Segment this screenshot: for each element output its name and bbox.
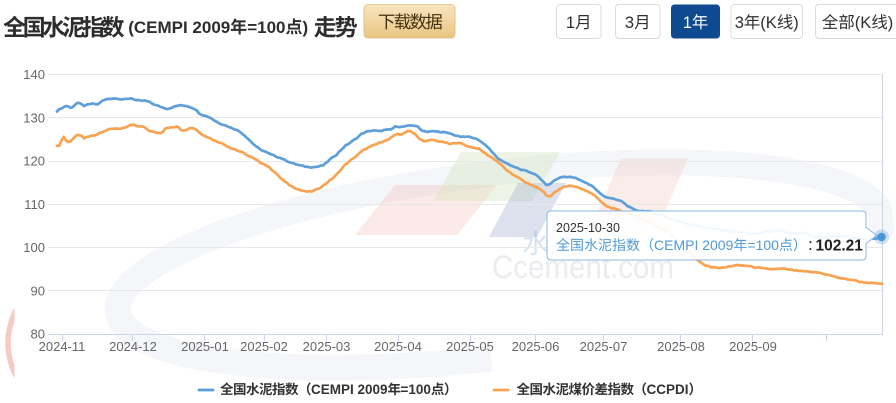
svg-text:2025-01: 2025-01 — [181, 339, 229, 354]
svg-text:90: 90 — [31, 283, 45, 298]
svg-text:2025-07: 2025-07 — [580, 339, 628, 354]
svg-text:2025-06: 2025-06 — [512, 339, 560, 354]
svg-text:2025-05: 2025-05 — [446, 339, 494, 354]
svg-text:80: 80 — [31, 327, 45, 342]
svg-text:CEMPI 2009: CEMPI 2009 — [654, 237, 734, 253]
svg-text:2025-03: 2025-03 — [303, 339, 351, 354]
svg-text:100: 100 — [23, 240, 45, 255]
svg-text:2025-10-30: 2025-10-30 — [556, 221, 620, 235]
svg-text:3: 3 — [625, 14, 634, 32]
svg-text:2025-09: 2025-09 — [729, 339, 777, 354]
svg-text:(CEMPI 2009: (CEMPI 2009 — [128, 18, 230, 37]
svg-text:2024-12: 2024-12 — [109, 339, 157, 354]
svg-text:110: 110 — [24, 197, 45, 212]
svg-text:(K: (K — [760, 14, 777, 32]
svg-text:130: 130 — [23, 110, 45, 125]
svg-text:1: 1 — [683, 14, 692, 32]
svg-text:1: 1 — [566, 14, 575, 32]
svg-text:2025-08: 2025-08 — [657, 339, 705, 354]
svg-text:140: 140 — [23, 67, 45, 82]
svg-text:2024-11: 2024-11 — [39, 339, 86, 354]
svg-text:3: 3 — [735, 14, 744, 32]
svg-text:CEMPI 2009: CEMPI 2009 — [311, 382, 388, 397]
svg-text:CCPDI: CCPDI — [647, 382, 689, 397]
svg-text:=100: =100 — [247, 18, 285, 37]
svg-text:): ) — [303, 18, 309, 37]
svg-text:=100: =100 — [401, 382, 431, 397]
svg-text:): ) — [793, 14, 799, 32]
svg-text:): ) — [888, 14, 894, 32]
svg-text:(K: (K — [855, 14, 872, 32]
svg-text:2025-04: 2025-04 — [374, 339, 422, 354]
svg-text:120: 120 — [23, 154, 45, 169]
svg-text:102.21: 102.21 — [816, 238, 864, 255]
svg-text:2025-02: 2025-02 — [240, 339, 288, 354]
svg-text:=100: =100 — [747, 237, 779, 253]
